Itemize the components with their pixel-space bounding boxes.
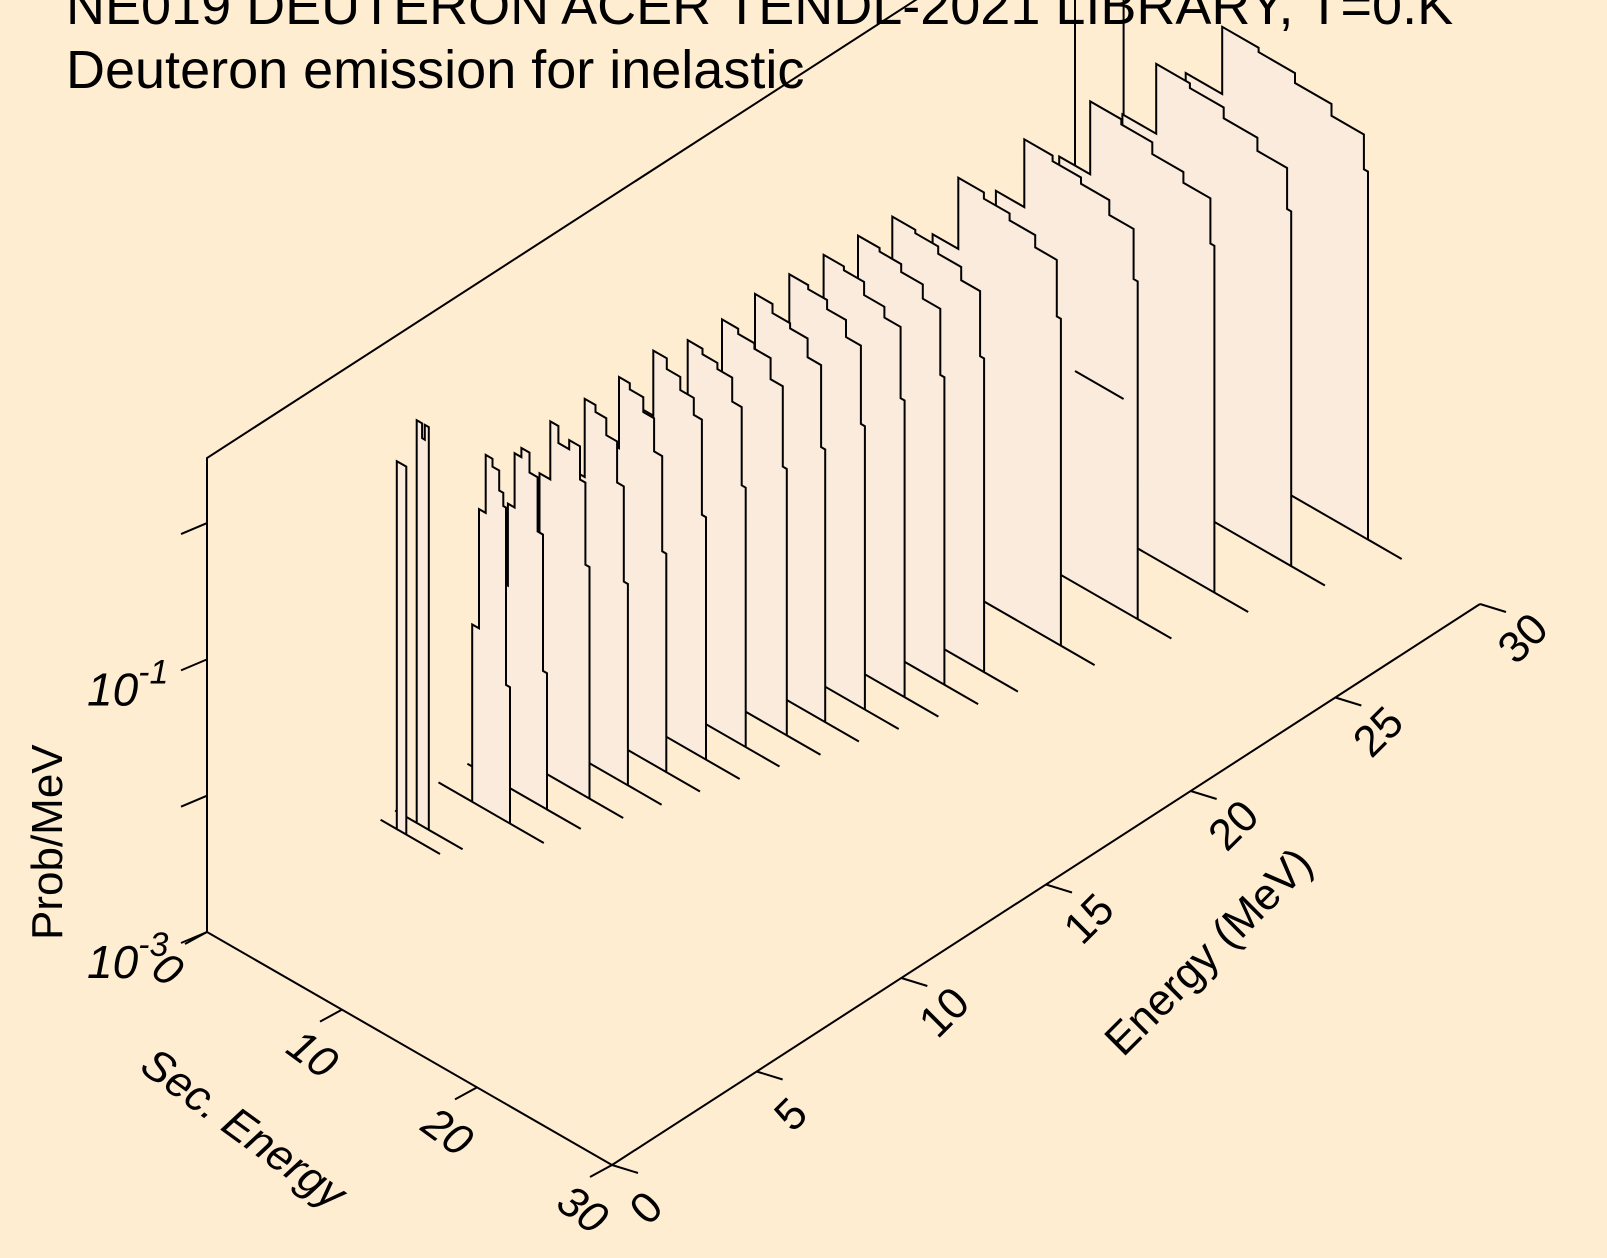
- energy-tick: [1045, 883, 1073, 894]
- energy-tick: [756, 1070, 783, 1081]
- z-axis-label: Prob/MeV: [23, 744, 72, 940]
- energy-tick: [611, 1164, 639, 1174]
- energy-tick: [901, 977, 928, 987]
- spectrum-panel: [438, 453, 545, 844]
- energy-tick: [1479, 603, 1507, 613]
- energy-tick-label: 15: [1054, 884, 1123, 953]
- sec-energy-tick-label: 10: [278, 1020, 347, 1089]
- sec-energy-tick: [184, 931, 208, 945]
- spectrum-panel: [380, 459, 441, 855]
- energy-tick-label: 0: [620, 1182, 672, 1234]
- energy-tick-label: 30: [1488, 604, 1557, 673]
- spectra-group: [380, 25, 1403, 855]
- spectrum-panel: [466, 446, 582, 830]
- energy-tick: [1335, 696, 1362, 707]
- energy-tick-label: 5: [765, 1089, 817, 1141]
- back-floor-edge: [1074, 370, 1125, 400]
- energy-axis-label: Energy (MeV): [1095, 838, 1322, 1065]
- chart-subtitle: Deuteron emission for inelastic: [66, 40, 805, 100]
- energy-tick: [1190, 790, 1217, 800]
- title-block: NE019 DEUTERON ACER TENDL-2021 LIBRARY, …: [66, 0, 1453, 102]
- spectrum-panel: [394, 418, 464, 851]
- sec-energy-tick-label: 20: [412, 1097, 482, 1166]
- sec-energy-tick-label: 30: [548, 1175, 617, 1244]
- back-wall-left: [206, 0, 1076, 932]
- z-axis-tick: [180, 794, 208, 808]
- z-tick-label: 10-3: [87, 926, 168, 988]
- sec-energy-tick: [589, 1164, 613, 1178]
- energy-tick-label: 20: [1199, 791, 1268, 860]
- sec-energy-axis: [206, 931, 613, 1166]
- energy-tick-label: 10: [910, 978, 979, 1047]
- energy-tick-label: 25: [1344, 697, 1413, 766]
- sec-energy-tick: [454, 1086, 478, 1101]
- z-tick-label: 10-1: [87, 653, 168, 715]
- z-axis-tick: [180, 658, 208, 672]
- sec-energy-tick: [319, 1008, 343, 1023]
- z-axis-tick: [180, 522, 208, 535]
